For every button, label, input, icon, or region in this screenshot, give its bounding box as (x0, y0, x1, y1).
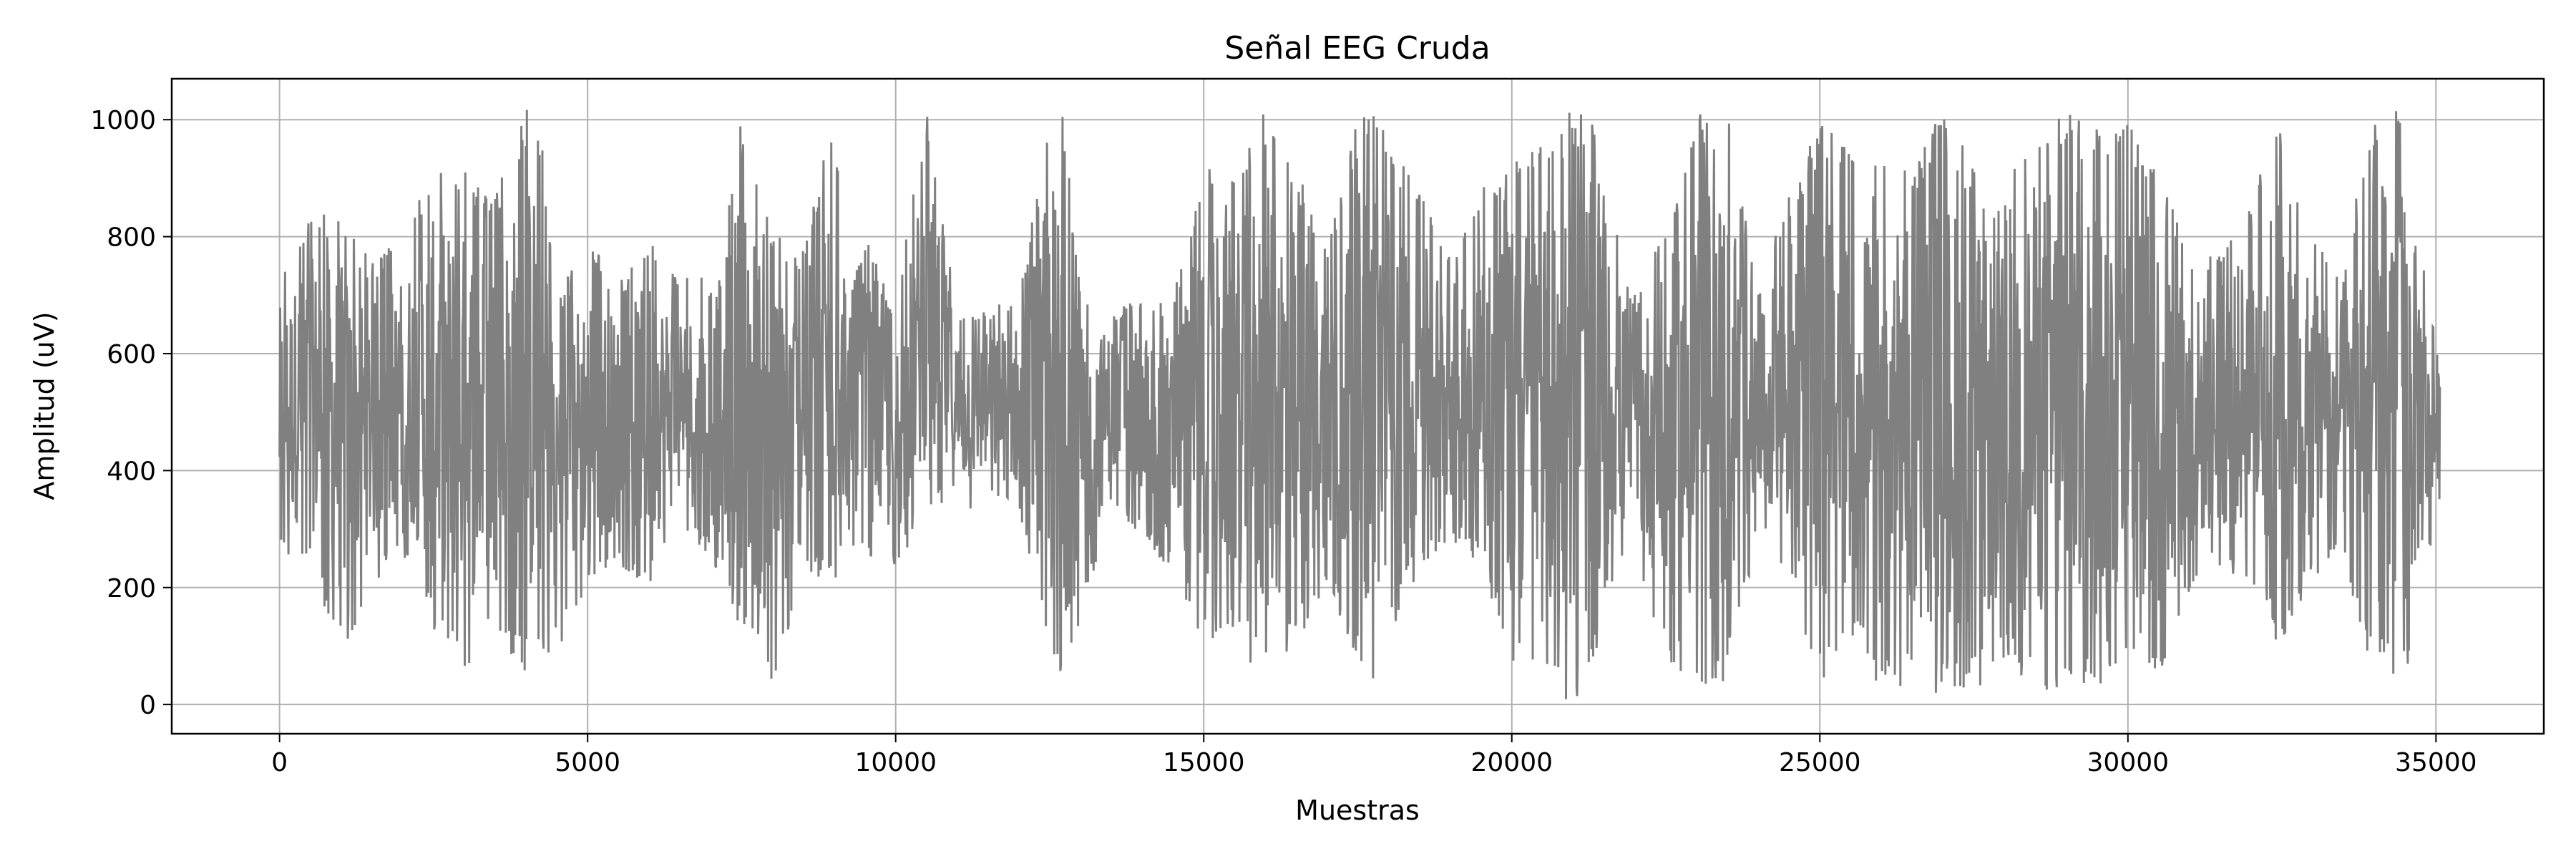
signal-plot (278, 110, 2441, 699)
y-tick-label: 600 (107, 340, 156, 369)
x-tick-label: 25000 (1779, 748, 1861, 777)
x-axis: 0 5000 10000 15000 20000 25000 30000 35000 (271, 734, 2477, 777)
y-axis: 0 200 400 600 800 1000 (90, 106, 172, 720)
x-axis-label: Muestras (1295, 795, 1420, 826)
plot-frame (170, 77, 2545, 735)
x-tick-label: 0 (271, 748, 288, 777)
chart-title: Señal EEG Cruda (1224, 30, 1490, 67)
x-tick-label: 20000 (1470, 748, 1553, 777)
y-tick-label: 200 (107, 574, 156, 603)
y-tick-label: 800 (107, 223, 156, 253)
eeg-series-line (278, 110, 2441, 699)
x-tick-label: 35000 (2395, 748, 2477, 777)
x-tick-label: 30000 (2087, 748, 2170, 777)
y-axis-label: Amplitud (uV) (29, 311, 60, 500)
x-tick-label: 5000 (555, 748, 620, 777)
x-tick-label: 15000 (1163, 748, 1245, 777)
y-tick-label: 400 (107, 457, 156, 486)
y-tick-label: 0 (140, 691, 156, 720)
y-tick-label: 1000 (90, 106, 156, 135)
x-tick-label: 10000 (854, 748, 937, 777)
